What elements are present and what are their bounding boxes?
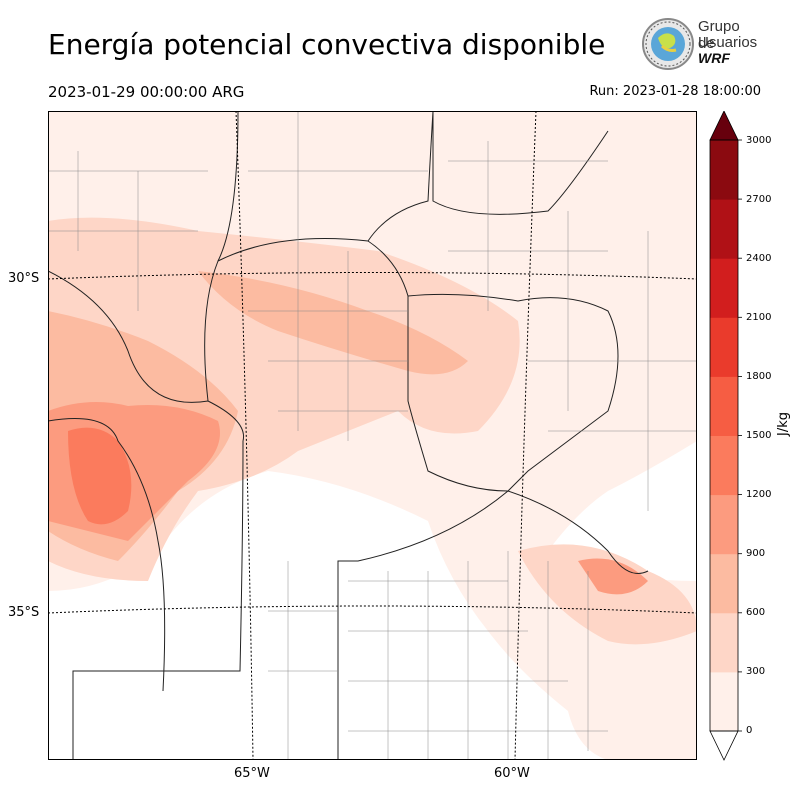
cape-900-1200-east (578, 558, 648, 595)
globe-icon (642, 18, 694, 70)
colorbar-bin (710, 553, 738, 614)
parallel-35s (48, 605, 697, 614)
department-lines (48, 111, 697, 760)
colorbar-bin (710, 199, 738, 259)
colorbar-tick: 1800 (746, 371, 772, 382)
lon-label-65w: 65°W (234, 766, 270, 781)
valid-time: 2023-01-29 00:00:00 ARG (48, 83, 245, 101)
colorbar-bin (710, 317, 738, 377)
chart-title: Energía potencial convectiva disponible (48, 28, 606, 61)
graticule (48, 111, 697, 760)
colorbar-tick: 1500 (746, 430, 772, 441)
colorbar-max-arrow (709, 111, 739, 141)
colorbar-tick: 0 (746, 725, 753, 736)
colorbar-tick: 3000 (746, 135, 772, 146)
colorbar-tick: 600 (746, 607, 766, 618)
colorbar-tick: 2700 (746, 194, 772, 205)
lat-label-35s: 35°S (8, 605, 40, 620)
meridian-60w (514, 111, 537, 760)
meridian-65w (235, 111, 254, 760)
colorbar-tick: 300 (746, 666, 766, 677)
colorbar-tick: 2100 (746, 312, 772, 323)
cape-map (48, 111, 697, 760)
logo-text-line1: Grupo de (698, 18, 740, 52)
logo-text-line2: Usuarios (698, 34, 758, 51)
colorbar (709, 111, 742, 761)
lat-label-30s: 30°S (8, 271, 40, 286)
colorbar-unit-label: J/kg (776, 412, 791, 436)
colorbar-tick: 900 (746, 548, 766, 559)
colorbar-bin (710, 612, 738, 673)
colorbar-bin (710, 494, 738, 555)
colorbar-bin (710, 140, 738, 200)
colorbar-bin (710, 258, 738, 318)
colorbar-frame (709, 139, 739, 732)
logo-text-line3: WRF (698, 50, 730, 66)
cape-field (48, 111, 697, 760)
grupo-usuarios-wrf-logo: Grupo de Usuarios WRF (640, 16, 760, 72)
map-frame (48, 111, 697, 760)
lon-label-60w: 60°W (494, 766, 530, 781)
parallel-30s (48, 272, 697, 280)
colorbar-bin (710, 376, 738, 436)
province-borders (48, 111, 649, 760)
colorbar-bin (710, 671, 738, 732)
colorbar-tick: 1200 (746, 489, 772, 500)
colorbar-tick: 2400 (746, 253, 772, 264)
cape-600-900-north (198, 271, 468, 375)
colorbar-min-arrow (709, 730, 739, 761)
cape-300-600-east (518, 544, 697, 645)
cape-1200-1500 (68, 427, 132, 525)
run-time: Run: 2023-01-28 18:00:00 (589, 84, 761, 99)
colorbar-bin (710, 435, 738, 496)
